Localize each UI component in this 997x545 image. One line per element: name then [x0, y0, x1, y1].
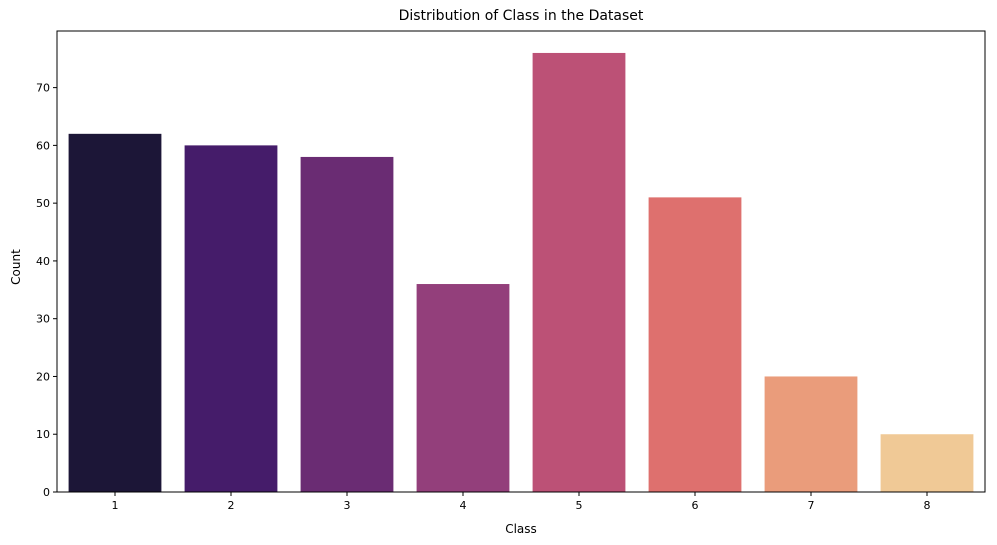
- x-tick-label: 4: [460, 499, 467, 512]
- y-tick-label: 60: [36, 139, 50, 152]
- y-tick-label: 40: [36, 255, 50, 268]
- plot-frame: [56, 30, 986, 493]
- x-tick-label: 3: [344, 499, 351, 512]
- bar-8: [880, 434, 974, 492]
- plot-area: 0 10 20 30 40 50 60 70 1 2 3 4 5 6 7 8: [36, 30, 986, 512]
- bar-7: [764, 376, 858, 492]
- bar-2: [184, 145, 278, 492]
- y-tick-label: 0: [43, 486, 50, 499]
- y-tick-label: 20: [36, 370, 50, 383]
- x-tick-label: 6: [692, 499, 699, 512]
- bar-5: [532, 52, 626, 492]
- bar-3: [300, 156, 394, 492]
- bar-6: [648, 197, 742, 492]
- y-tick-label: 30: [36, 313, 50, 326]
- bar-4: [416, 284, 510, 492]
- x-axis-label: Class: [505, 522, 537, 536]
- x-tick-label: 7: [808, 499, 815, 512]
- y-tick-label: 10: [36, 428, 50, 441]
- chart-title: Distribution of Class in the Dataset: [399, 8, 644, 24]
- x-tick-label: 5: [576, 499, 583, 512]
- bar-1: [68, 133, 162, 492]
- x-tick-label: 8: [924, 499, 931, 512]
- y-axis-label: Count: [9, 249, 23, 285]
- x-tick-label: 2: [228, 499, 235, 512]
- y-tick-label: 70: [36, 82, 50, 95]
- y-tick-label: 50: [36, 197, 50, 210]
- x-tick-label: 1: [112, 499, 119, 512]
